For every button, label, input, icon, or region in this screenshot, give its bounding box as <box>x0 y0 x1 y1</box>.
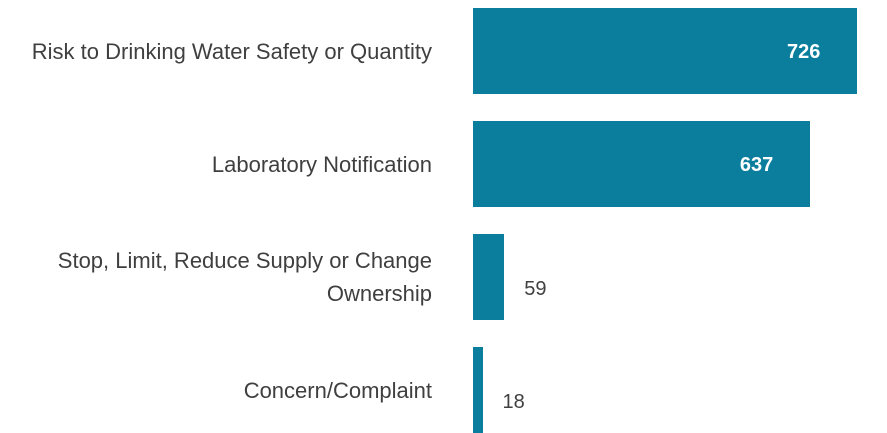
category-label: Laboratory Notification <box>211 151 432 177</box>
value-label: 637 <box>739 154 774 176</box>
bar <box>473 234 505 320</box>
value-label: 59 <box>524 278 547 300</box>
bar <box>473 8 857 94</box>
bar <box>473 347 483 433</box>
category-label: Concern/Complaint <box>243 377 432 403</box>
bar <box>473 121 810 207</box>
category-label: Stop, Limit, Reduce Supply or Change Own… <box>57 248 432 306</box>
value-label: 726 <box>787 41 821 63</box>
value-label: 18 <box>502 391 525 413</box>
category-label: Risk to Drinking Water Safety or Quantit… <box>31 38 432 64</box>
